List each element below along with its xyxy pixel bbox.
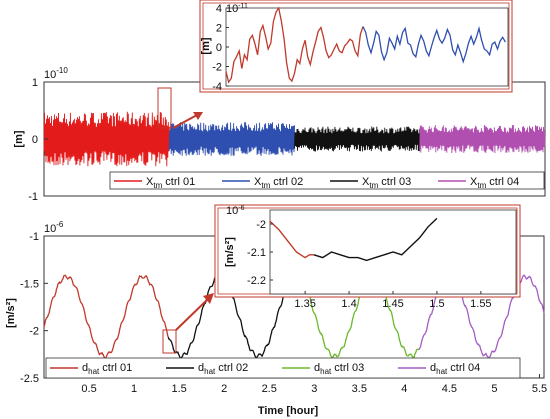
bottom-x-tick-label: 1.5	[171, 383, 186, 395]
bottom-x-tick-label: 1	[131, 383, 137, 395]
bottom-inset-y-tick-label: -2.2	[247, 275, 266, 287]
bottom-inset-x-tick-label: 1.5	[429, 298, 444, 310]
top-inset-y-exponent: 10-11	[226, 3, 248, 15]
top-legend: Xtm ctrl 01 Xtm ctrl 02 Xtm ctrl 03 Xtm ctr…	[109, 171, 545, 190]
top-zoom-arrow	[172, 114, 198, 129]
bottom-legend-label-3: dhat ctrl 03	[314, 362, 364, 376]
bottom-zoom-arrow	[175, 298, 209, 331]
top-zoom-arrowhead	[193, 112, 203, 120]
bottom-legend-label-1: dhat ctrl 01	[82, 362, 132, 376]
bottom-inset-x-tick-label: 1.35	[294, 298, 315, 310]
top-inset-y-tick-label: -4	[212, 81, 222, 93]
bottom-legend: dhat ctrl 01 dhat ctrl 02 dhat ctrl 03 dhat…	[45, 357, 521, 379]
top-series-line-3	[294, 126, 421, 152]
top-inset-y-tick-label: 2	[216, 23, 222, 35]
bottom-inset-y-tick-label: -2.1	[247, 247, 266, 259]
bottom-x-tick-label: 5.5	[532, 383, 547, 395]
bottom-inset-y-axis-label: [m/s²]	[224, 237, 236, 267]
bottom-inset-x-tick-label: 1.45	[382, 298, 403, 310]
top-y-axis-label: [m]	[13, 130, 25, 147]
top-chart: 10-1 [m] 10-10 Xtm ctrl 01 Xtm ctrl 02 Xtm…	[13, 66, 546, 203]
top-inset-series-line-1	[225, 6, 364, 84]
bottom-x-tick-label: 4	[401, 383, 407, 395]
top-legend-label-4: Xtm ctrl 04	[470, 176, 519, 190]
bottom-zoom-region	[162, 329, 177, 354]
bottom-legend-label-2: dhat ctrl 02	[198, 362, 248, 376]
top-y-tick-label: -1	[28, 191, 38, 203]
bottom-legend-label-4: dhat ctrl 04	[430, 362, 480, 376]
bottom-x-tick-label: 3.5	[352, 383, 367, 395]
bottom-zoom-arrowhead	[203, 293, 214, 304]
bottom-x-axis-label: Time [hour]	[258, 405, 319, 417]
top-inset-y-ticks: 4 2 0 -2 -4	[212, 3, 229, 93]
top-inset-series-group	[225, 6, 506, 84]
bottom-y-tick-label: -1	[29, 231, 39, 243]
bottom-inset-series-group	[269, 217, 438, 262]
top-legend-label-3: Xtm ctrl 03	[362, 176, 411, 190]
top-series-line-2	[168, 121, 295, 157]
top-legend-label-1: Xtm ctrl 01	[146, 176, 195, 190]
bottom-x-tick-label: 2.5	[262, 383, 277, 395]
bottom-x-tick-label: 4.5	[442, 383, 457, 395]
bottom-inset-chart: -2 -2.1 -2.2 1.35 1.4 1.45 1.5 1.55 [m/s²] 10-…	[214, 204, 521, 310]
bottom-series-line-1	[43, 274, 169, 360]
bottom-x-tick-label: 3	[311, 383, 317, 395]
top-series-group	[43, 111, 546, 167]
bottom-y-tick-label: -1.5	[20, 278, 39, 290]
top-inset-y-axis-label: [m]	[200, 37, 212, 54]
bottom-inset-series-line-2	[313, 217, 438, 262]
bottom-inset-x-ticks: 1.35 1.4 1.45 1.5 1.55	[294, 291, 492, 310]
bottom-inset-y-exponent: 10-6	[226, 205, 245, 217]
top-y-exponent: 10-10	[44, 66, 68, 81]
top-inset-y-tick-label: 4	[216, 3, 222, 15]
top-y-tick-label: 1	[32, 77, 38, 89]
bottom-y-ticks: -1 -1.5 -2 -2.5	[20, 231, 48, 385]
bottom-series-line-3	[293, 273, 420, 359]
bottom-x-tick-label: 2	[221, 383, 227, 395]
top-legend-box	[109, 171, 545, 190]
bottom-x-tick-label: 0.5	[81, 383, 96, 395]
bottom-x-ticks: 0.5 1 1.5 2 2.5 3 3.5 4 4.5 5 5.5	[81, 374, 547, 395]
top-zoom-region	[157, 87, 172, 129]
top-inset-y-tick-label: 0	[216, 42, 222, 54]
top-inset-y-tick-label: -2	[212, 62, 222, 74]
top-series-line-1	[43, 111, 170, 167]
bottom-y-tick-label: -2.5	[20, 373, 39, 385]
bottom-inset-x-tick-label: 1.4	[341, 298, 356, 310]
bottom-y-axis-label: [m/s²]	[5, 298, 17, 328]
top-legend-label-2: Xtm ctrl 02	[254, 176, 303, 190]
bottom-inset-x-tick-label: 1.55	[470, 298, 491, 310]
top-series-line-4	[419, 124, 546, 154]
bottom-inset-series-line-1	[269, 220, 314, 259]
bottom-x-tick-label: 5	[491, 383, 497, 395]
top-y-tick-label: 0	[32, 134, 38, 146]
top-y-ticks: 1 0 -1	[28, 77, 48, 203]
top-inset-series-line-2	[362, 25, 506, 64]
bottom-inset-y-tick-label: -2	[256, 219, 266, 231]
bottom-y-exponent: 10-6	[44, 220, 64, 235]
bottom-y-tick-label: -2	[29, 326, 39, 338]
top-inset-chart: 4 2 0 -2 -4 [m] 10-11	[199, 0, 513, 93]
bottom-inset-y-ticks: -2 -2.1 -2.2	[247, 219, 273, 287]
